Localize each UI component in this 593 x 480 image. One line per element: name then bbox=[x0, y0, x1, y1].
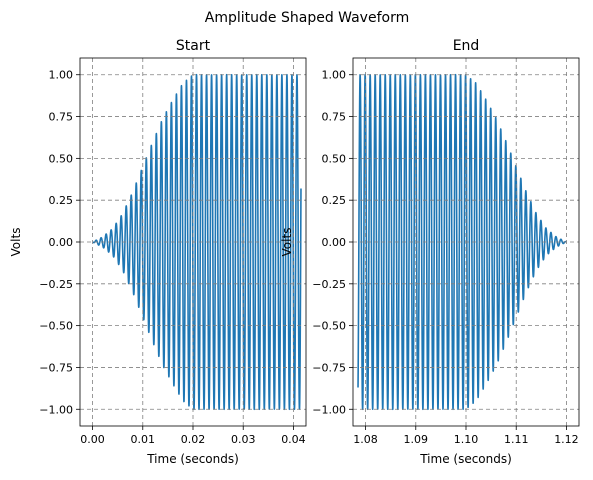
end-y-tick-label: 0.50 bbox=[322, 152, 347, 165]
start-panel: 0.00 0.01 0.02 0.03 0.04 −1.00 −0.75 −0.50 −0.25… bbox=[9, 38, 307, 466]
end-y-tick-label: 0.75 bbox=[322, 111, 347, 124]
start-x-tick-label: 0.01 bbox=[131, 433, 156, 446]
end-y-tick-label: −0.75 bbox=[312, 361, 346, 374]
end-y-tick-label: −0.25 bbox=[312, 278, 346, 291]
end-panel-title: End bbox=[453, 38, 480, 54]
start-x-tick-label: 0.04 bbox=[281, 433, 306, 446]
start-y-tick-label: 0.25 bbox=[49, 194, 74, 207]
start-x-tick-label: 0.00 bbox=[80, 433, 105, 446]
start-y-tick-label: −1.00 bbox=[39, 403, 73, 416]
end-x-tick-label: 1.09 bbox=[404, 433, 429, 446]
end-y-axis-label: Volts bbox=[280, 228, 294, 257]
figure-suptitle: Amplitude Shaped Waveform bbox=[205, 10, 409, 26]
start-y-tick-label: 1.00 bbox=[49, 69, 74, 82]
start-y-tick-label: 0.75 bbox=[49, 111, 74, 124]
end-x-tick-label: 1.08 bbox=[353, 433, 378, 446]
start-panel-title: Start bbox=[176, 38, 211, 54]
end-panel: 1.08 1.09 1.10 1.11 1.12 −1.00 −0.75 −0.50 −0.25… bbox=[280, 38, 580, 466]
end-y-tick-label: 1.00 bbox=[322, 69, 347, 82]
start-x-tick-label: 0.03 bbox=[231, 433, 256, 446]
start-x-axis-label: Time (seconds) bbox=[146, 452, 239, 466]
end-y-tick-label: −0.50 bbox=[312, 320, 346, 333]
start-x-tick-label: 0.02 bbox=[181, 433, 206, 446]
end-y-tick-label: −1.00 bbox=[312, 403, 346, 416]
start-y-tick-label: −0.50 bbox=[39, 320, 73, 333]
start-y-tick-label: 0.00 bbox=[49, 236, 74, 249]
end-x-axis-label: Time (seconds) bbox=[419, 452, 512, 466]
start-y-tick-label: −0.75 bbox=[39, 361, 73, 374]
end-x-tick-label: 1.11 bbox=[504, 433, 529, 446]
start-y-tick-label: −0.25 bbox=[39, 278, 73, 291]
end-signal-line bbox=[357, 73, 568, 411]
end-y-tick-label: 0.25 bbox=[322, 194, 347, 207]
end-y-tick-label: 0.00 bbox=[322, 236, 347, 249]
start-y-tick-label: 0.50 bbox=[49, 152, 74, 165]
start-signal-line bbox=[91, 73, 302, 411]
end-x-tick-label: 1.10 bbox=[454, 433, 479, 446]
end-x-tick-label: 1.12 bbox=[554, 433, 579, 446]
start-y-axis-label: Volts bbox=[9, 228, 23, 257]
